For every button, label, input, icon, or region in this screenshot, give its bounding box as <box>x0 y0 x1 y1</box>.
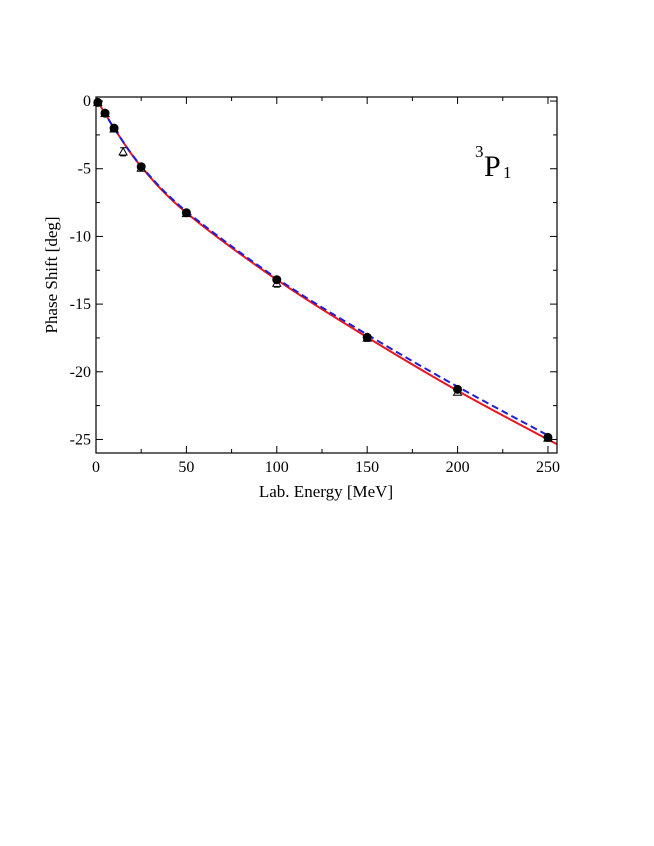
circle-point <box>100 108 110 118</box>
annotation-subscript: 1 <box>503 163 512 182</box>
circle-point <box>272 275 282 285</box>
y-tick-label: 0 <box>83 93 91 110</box>
y-tick-label: -5 <box>78 161 91 178</box>
x-tick-label: 0 <box>92 459 100 476</box>
annotation-main: P <box>484 150 501 183</box>
circle-point <box>181 208 191 218</box>
circle-point <box>93 97 103 107</box>
tick-labels: 0 50 100 150 200 250 0 -5 -10 -15 -20 -25 <box>70 93 560 476</box>
wave-annotation: 3 P 1 <box>475 142 512 183</box>
x-tick-label: 50 <box>178 459 194 476</box>
annotation-superscript: 3 <box>475 142 484 161</box>
plot-frame <box>95 96 558 454</box>
circle-point <box>109 123 119 133</box>
circle-point <box>453 384 463 394</box>
x-tick-label: 250 <box>536 459 560 476</box>
circle-point <box>362 332 372 342</box>
y-tick-label: -10 <box>70 228 91 245</box>
x-tick-label: 200 <box>446 459 470 476</box>
y-axis-label: Phase Shift [deg] <box>42 216 61 333</box>
x-axis-label: Lab. Energy [MeV] <box>259 482 393 501</box>
triangle-point <box>118 146 128 156</box>
x-tick-label: 100 <box>265 459 289 476</box>
x-tick-label: 150 <box>355 459 379 476</box>
y-tick-label: -25 <box>70 431 91 448</box>
circle-point <box>543 432 553 442</box>
circle-point <box>136 162 146 172</box>
y-tick-label: -15 <box>70 296 91 313</box>
y-tick-label: -20 <box>70 364 91 381</box>
